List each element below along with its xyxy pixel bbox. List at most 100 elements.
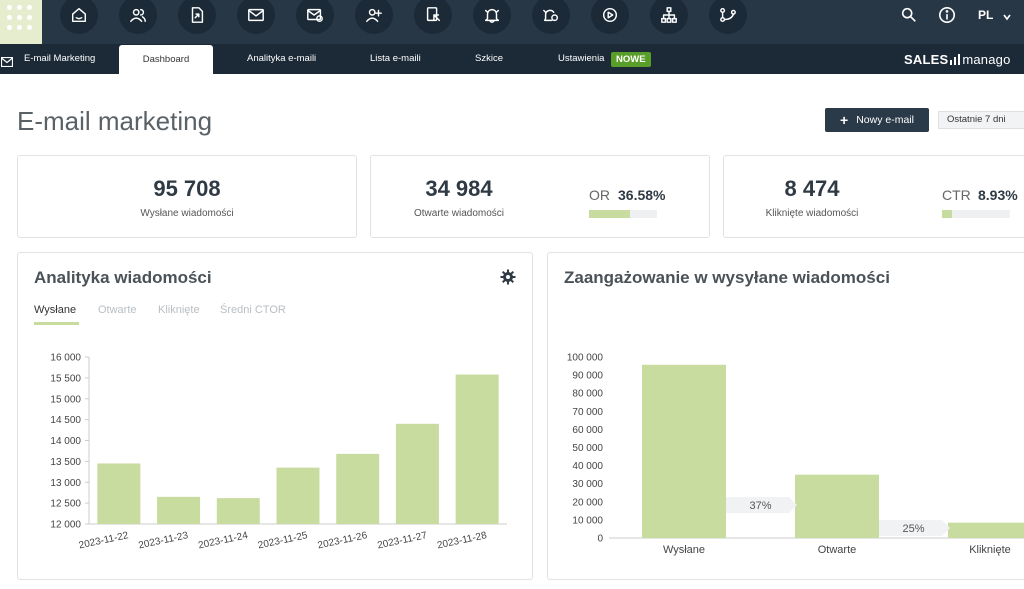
y-tick-label: 13 000 xyxy=(50,478,81,489)
x-tick-label: Kliknięte xyxy=(969,544,1011,556)
bar xyxy=(216,498,260,524)
home-icon[interactable] xyxy=(60,0,98,34)
stat-card-opened: 34 984 Otwarte wiadomości OR 36.58% xyxy=(370,155,710,238)
y-tick-label: 16 000 xyxy=(50,353,81,364)
x-tick-label: 2023-11-24 xyxy=(197,530,249,551)
daily-sent-bar-chart: 12 000 12 500 13 000 13 500 14 000 14 500 15 0… xyxy=(50,353,507,551)
y-tick-label: 10 000 xyxy=(572,515,603,526)
new-email-label: Nowy e-mail xyxy=(856,114,914,126)
x-tick-label: Otwarte xyxy=(818,544,857,556)
open-rate-bar-fill xyxy=(589,210,631,218)
mobile-click-icon[interactable] xyxy=(414,0,452,34)
chevron-down-icon[interactable] xyxy=(1002,9,1012,21)
workflow-icon[interactable] xyxy=(709,0,747,34)
open-rate-value: 36.58% xyxy=(618,187,666,203)
y-tick-label: 100 000 xyxy=(567,353,604,364)
engagement-funnel-chart: 0 10 000 20 000 30 000 40 000 50 000 60 000 70 … xyxy=(567,353,1024,556)
conversion-rate-label: 37% xyxy=(749,500,771,512)
gear-icon[interactable] xyxy=(500,269,516,285)
bell-settings-icon[interactable] xyxy=(532,0,570,34)
y-tick-label: 50 000 xyxy=(572,443,603,454)
sent-count: 95 708 xyxy=(153,176,221,201)
y-tick-label: 14 000 xyxy=(50,436,81,447)
active-tab-indicator xyxy=(34,322,79,325)
bar xyxy=(795,474,879,538)
x-tick-label: 2023-11-28 xyxy=(436,530,488,551)
bar xyxy=(948,522,1024,538)
grid-dots-icon xyxy=(5,3,35,33)
new-email-button[interactable]: + Nowy e-mail xyxy=(825,108,929,132)
app-launcher-button[interactable] xyxy=(0,0,42,44)
tab-email-analytics[interactable]: Analityka e-maili xyxy=(247,53,317,64)
y-tick-label: 60 000 xyxy=(572,425,603,436)
x-tick-label: 2023-11-23 xyxy=(138,530,190,551)
y-tick-label: 80 000 xyxy=(572,389,603,400)
y-tick-label: 12 500 xyxy=(50,499,81,510)
document-export-icon[interactable] xyxy=(178,0,216,34)
y-tick-label: 15 000 xyxy=(50,394,81,405)
y-tick-label: 30 000 xyxy=(572,479,603,490)
brand-logo: SALES manago xyxy=(904,52,1011,67)
sitemap-icon[interactable] xyxy=(650,0,688,34)
language-selector[interactable]: PL xyxy=(978,8,994,22)
bar xyxy=(157,496,201,524)
bar xyxy=(642,364,726,538)
y-tick-label: 15 500 xyxy=(50,373,81,384)
brand-logo-text: SALES xyxy=(904,52,949,67)
tab-dashboard[interactable]: Dashboard xyxy=(119,45,213,74)
x-tick-label: 2023-11-22 xyxy=(78,530,130,551)
y-tick-label: 13 500 xyxy=(50,457,81,468)
tab-clicked[interactable]: Kliknięte xyxy=(158,304,200,316)
conversion-arrow xyxy=(726,497,797,513)
tab-sent[interactable]: Wysłane xyxy=(34,304,77,316)
mail-icon[interactable] xyxy=(237,0,275,34)
y-tick-label: 20 000 xyxy=(572,497,603,508)
conversion-rate-label: 25% xyxy=(902,523,924,535)
tab-avg-ctor[interactable]: Średni CTOR xyxy=(220,304,286,316)
mail-settings-icon[interactable] xyxy=(296,0,334,34)
bar xyxy=(395,423,439,524)
analytics-panel xyxy=(17,252,533,580)
tab-settings[interactable]: Ustawienia xyxy=(558,53,605,64)
tab-drafts[interactable]: Szkice xyxy=(475,53,503,64)
sent-label: Wysłane wiadomości xyxy=(140,208,234,219)
ctr-bar xyxy=(942,210,1010,218)
plus-icon: + xyxy=(840,112,849,128)
x-tick-label: Wysłane xyxy=(663,544,705,556)
stat-card-clicked: 8 474 Kliknięte wiadomości CTR 8.93% xyxy=(723,155,1024,238)
page-title: E-mail marketing xyxy=(17,106,213,136)
play-settings-icon[interactable] xyxy=(591,0,629,34)
tab-opened[interactable]: Otwarte xyxy=(98,304,137,316)
bell-icon[interactable] xyxy=(473,0,511,34)
y-tick-label: 0 xyxy=(597,534,603,545)
conversion-arrow xyxy=(879,520,950,536)
search-icon[interactable] xyxy=(900,6,918,24)
engagement-panel-title: Zaangażowanie w wysyłane wiadomości xyxy=(564,268,890,287)
y-tick-label: 40 000 xyxy=(572,461,603,472)
analytics-panel-title: Analityka wiadomości xyxy=(34,268,212,287)
stat-card-sent: 95 708 Wysłane wiadomości xyxy=(17,155,357,238)
info-icon[interactable] xyxy=(938,6,956,24)
bar xyxy=(336,453,380,524)
users-icon[interactable] xyxy=(119,0,157,34)
clicked-label: Kliknięte wiadomości xyxy=(765,208,859,219)
add-user-icon[interactable] xyxy=(355,0,393,34)
clicked-count: 8 474 xyxy=(784,176,840,201)
open-rate-bar xyxy=(589,210,657,218)
mail-icon xyxy=(0,54,14,68)
y-tick-label: 70 000 xyxy=(572,407,603,418)
opened-label: Otwarte wiadomości xyxy=(413,208,505,219)
nav-section-email-marketing[interactable]: E-mail Marketing xyxy=(24,53,96,64)
bar xyxy=(97,463,141,524)
ctr-value: 8.93% xyxy=(978,187,1018,203)
y-tick-label: 12 000 xyxy=(50,520,81,531)
top-bar: PL xyxy=(0,0,1024,44)
x-tick-label: 2023-11-25 xyxy=(257,530,309,551)
date-range-select[interactable]: Ostatnie 7 dni xyxy=(938,111,1024,129)
tab-email-list[interactable]: Lista e-maili xyxy=(370,53,421,64)
open-rate-label: OR xyxy=(589,187,610,203)
y-tick-label: 90 000 xyxy=(572,371,603,382)
new-badge: NOWE xyxy=(611,52,651,67)
bar xyxy=(276,467,320,524)
x-tick-label: 2023-11-27 xyxy=(376,530,428,551)
